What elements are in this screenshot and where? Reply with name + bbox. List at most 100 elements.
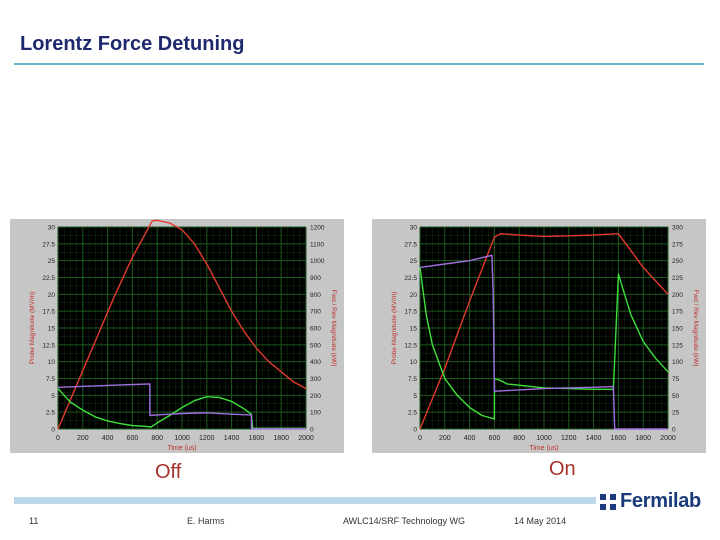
y-right-tick-label: 0 [672, 427, 676, 434]
caption-off: Off [155, 461, 182, 483]
x-tick-label: 1200 [199, 435, 215, 442]
x-tick-label: 200 [77, 435, 89, 442]
x-tick-label: 2000 [660, 435, 676, 442]
y-right-tick-label: 275 [672, 241, 683, 248]
y-right-tick-label: 100 [310, 410, 321, 417]
y-left-tick-label: 12.5 [42, 342, 55, 349]
x-tick-label: 600 [127, 435, 139, 442]
y-left-tick-label: 5 [413, 393, 417, 400]
y-left-tick-label: 2.5 [46, 410, 55, 417]
y-left-tick-label: 10 [48, 359, 56, 366]
y-right-tick-label: 400 [310, 359, 321, 366]
x-tick-label: 400 [102, 435, 114, 442]
y-right-tick-label: 200 [310, 393, 321, 400]
x-tick-label: 1400 [586, 435, 602, 442]
footer-author: E. Harms [187, 516, 225, 526]
y-left-tick-label: 15 [48, 326, 56, 333]
y-left-tick-label: 10 [410, 359, 418, 366]
y-right-tick-label: 700 [310, 309, 321, 316]
y-right-tick-label: 900 [310, 275, 321, 282]
y-left-tick-label: 5 [51, 393, 55, 400]
series-line-red [57, 219, 307, 430]
x-tick-label: 600 [489, 435, 501, 442]
y-axis-label-right: Fwd / Rev Magnitude (kW) [692, 290, 699, 367]
lorentz-detuning-on-chart: 0 200 400 600 800 1000 1200 1400 1600 1800 200002.… [372, 219, 706, 453]
y-left-tick-label: 20 [410, 292, 418, 299]
y-right-tick-label: 600 [310, 326, 321, 333]
footer-date: 14 May 2014 [514, 516, 567, 526]
y-left-tick-label: 25 [410, 258, 418, 265]
series-line-green [57, 388, 306, 430]
y-axis-label-right: Fwd / Rev Magnitude (kW) [330, 290, 337, 367]
y-right-tick-label: 225 [672, 275, 683, 282]
y-left-tick-label: 27.5 [42, 241, 55, 248]
series-line-purple [419, 254, 668, 430]
footer-bar [14, 497, 596, 504]
y-left-tick-label: 15 [410, 326, 418, 333]
fermilab-logo: Fermilab [598, 489, 704, 515]
x-axis-label: Time (us) [167, 445, 196, 452]
y-left-tick-label: 17.5 [42, 309, 55, 316]
y-right-tick-label: 1100 [310, 241, 324, 248]
series-line-purple [57, 383, 306, 430]
x-tick-label: 0 [418, 435, 422, 442]
fermilab-logo-text: Fermilab [620, 490, 701, 512]
x-tick-label: 1000 [174, 435, 190, 442]
title-divider [14, 63, 704, 65]
y-axis-label-left: Probe Magnitude (MV/m) [391, 292, 398, 365]
y-right-tick-label: 800 [310, 292, 321, 299]
y-left-tick-label: 17.5 [404, 309, 417, 316]
y-right-tick-label: 300 [672, 225, 683, 232]
x-tick-label: 1800 [273, 435, 289, 442]
chart-panel-off: 0 200 400 600 800 1000 1200 1400 1600 1800 2000 0 2.… [10, 219, 344, 453]
x-tick-label: 800 [151, 435, 163, 442]
y-left-tick-label: 22.5 [42, 275, 55, 282]
x-tick-label: 1800 [635, 435, 651, 442]
x-tick-label: 800 [513, 435, 525, 442]
x-tick-label: 1200 [561, 435, 577, 442]
y-right-tick-label: 150 [672, 326, 683, 333]
y-left-tick-label: 12.5 [404, 342, 417, 349]
x-tick-label: 200 [439, 435, 451, 442]
y-left-tick-label: 2.5 [408, 410, 417, 417]
y-left-tick-label: 30 [48, 225, 56, 232]
y-right-tick-label: 500 [310, 342, 321, 349]
x-axis-label: Time (us) [529, 445, 558, 452]
x-tick-label: 0 [56, 435, 60, 442]
y-left-tick-label: 7.5 [408, 376, 417, 383]
y-right-tick-label: 75 [672, 376, 680, 383]
y-right-tick-label: 175 [672, 309, 683, 316]
y-left-tick-label: 0 [51, 427, 55, 434]
y-left-tick-label: 27.5 [404, 241, 417, 248]
lorentz-detuning-off-chart: 0 200 400 600 800 1000 1200 1400 1600 1800 200002.… [10, 219, 344, 453]
y-left-tick-label: 22.5 [404, 275, 417, 282]
chart-panel-on: 0 200 400 600 800 1000 1200 1400 1600 1800 2000 0 2.… [372, 219, 706, 453]
y-axis-label-left: Probe Magnitude (MV/m) [29, 292, 36, 365]
y-right-tick-label: 125 [672, 342, 683, 349]
y-right-tick-label: 250 [672, 258, 683, 265]
y-right-tick-label: 50 [672, 393, 680, 400]
x-tick-label: 2000 [298, 435, 314, 442]
fermilab-logo-icon [598, 492, 618, 512]
y-left-tick-label: 20 [48, 292, 56, 299]
y-left-tick-label: 25 [48, 258, 56, 265]
x-tick-label: 1000 [536, 435, 552, 442]
slide-title: Lorentz Force Detuning [20, 33, 245, 55]
footer-event: AWLC14/SRF Technology WG [343, 516, 466, 526]
y-right-tick-label: 0 [310, 427, 314, 434]
y-left-tick-label: 7.5 [46, 376, 55, 383]
x-tick-label: 400 [464, 435, 476, 442]
x-tick-label: 1600 [249, 435, 265, 442]
series-line-red [419, 232, 669, 430]
y-right-tick-label: 25 [672, 410, 680, 417]
x-tick-label: 1600 [611, 435, 627, 442]
x-tick-label: 1400 [224, 435, 240, 442]
series-line-green [419, 267, 669, 420]
y-right-tick-label: 1000 [310, 258, 325, 265]
y-left-tick-label: 30 [410, 225, 418, 232]
y-right-tick-label: 300 [310, 376, 321, 383]
page-number: 11 [29, 516, 39, 526]
y-right-tick-label: 1200 [310, 225, 325, 232]
caption-on: On [549, 458, 576, 480]
y-left-tick-label: 0 [413, 427, 417, 434]
